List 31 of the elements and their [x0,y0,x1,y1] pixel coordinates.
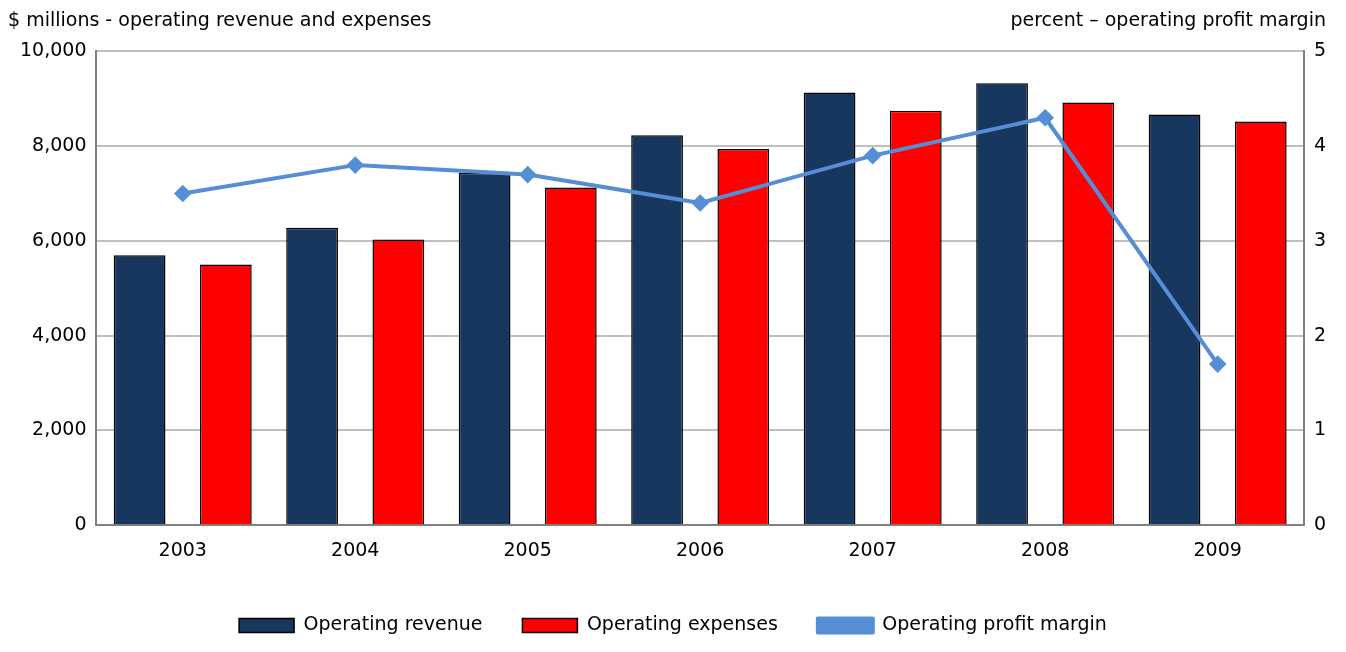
y-tick-label: 0 [74,512,87,535]
y2-tick-label: 4 [1313,133,1327,156]
x-tick-label: 2009 [1193,537,1242,560]
legend-label: Operating profit margin [882,612,1107,635]
y-tick-label: 2,000 [32,417,87,440]
legend-label: Operating expenses [586,612,778,635]
point [1037,109,1054,126]
y2-tick-label: 0 [1313,512,1327,535]
x-tick-label: 2004 [331,537,380,560]
point [347,157,364,174]
point [1209,356,1226,373]
y2-tick-label: 5 [1313,38,1327,61]
x-tick-label: 2003 [158,537,207,560]
y2-tick-label: 2 [1313,322,1327,345]
point [519,166,536,183]
x-tick-label: 2006 [676,537,725,560]
y-tick-label: 10,000 [20,38,87,61]
y2-tick-label: 3 [1313,227,1327,250]
legend-label: Operating revenue [303,612,483,635]
x-tick-label: 2005 [503,537,552,560]
point [864,147,881,164]
y2-axis-title: percent – operating profit margin [1010,8,1326,30]
y-tick-label: 6,000 [32,227,87,250]
y-tick-label: 4,000 [32,322,87,345]
point [174,185,191,202]
x-tick-label: 2007 [848,537,897,560]
y-axis-title: $ millions - operating revenue and expenses [8,8,432,30]
point [692,195,709,212]
x-tick-label: 2008 [1021,537,1070,560]
y-tick-label: 8,000 [32,133,87,156]
y2-tick-label: 1 [1313,417,1327,440]
